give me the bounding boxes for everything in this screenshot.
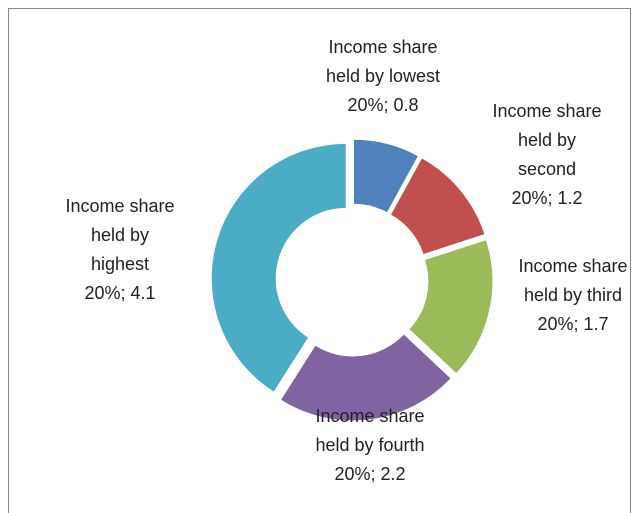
data-label: Income share held by lowest 20%; 0.8 [324, 33, 442, 120]
donut-slice [408, 238, 494, 375]
label-value: 4.1 [130, 283, 156, 303]
chart-frame [8, 8, 631, 513]
data-label: Income share held by third 20%; 1.7 [514, 252, 632, 339]
data-label: Income share held by second 20%; 1.2 [488, 97, 606, 213]
label-category: Income share held by third 20% [518, 256, 628, 334]
donut-slice [279, 333, 452, 422]
data-label: Income share held by fourth 20%; 2.2 [311, 402, 429, 489]
label-value: 0.8 [393, 95, 419, 115]
label-category: Income share held by highest 20% [65, 196, 175, 303]
label-separator: ; [383, 95, 394, 115]
donut-slice [210, 142, 347, 394]
data-label: Income share held by highest 20%; 4.1 [61, 192, 179, 308]
label-value: 1.2 [557, 188, 583, 208]
label-category: Income share held by second 20% [492, 101, 602, 208]
label-value: 2.2 [380, 464, 406, 484]
label-separator: ; [547, 188, 558, 208]
label-value: 1.7 [583, 314, 609, 334]
label-category: Income share held by fourth 20% [315, 406, 425, 484]
label-separator: ; [573, 314, 584, 334]
label-separator: ; [120, 283, 131, 303]
label-separator: ; [370, 464, 381, 484]
donut-slice [389, 157, 486, 256]
label-category: Income share held by lowest 20% [325, 37, 441, 115]
donut-slice [352, 138, 420, 214]
